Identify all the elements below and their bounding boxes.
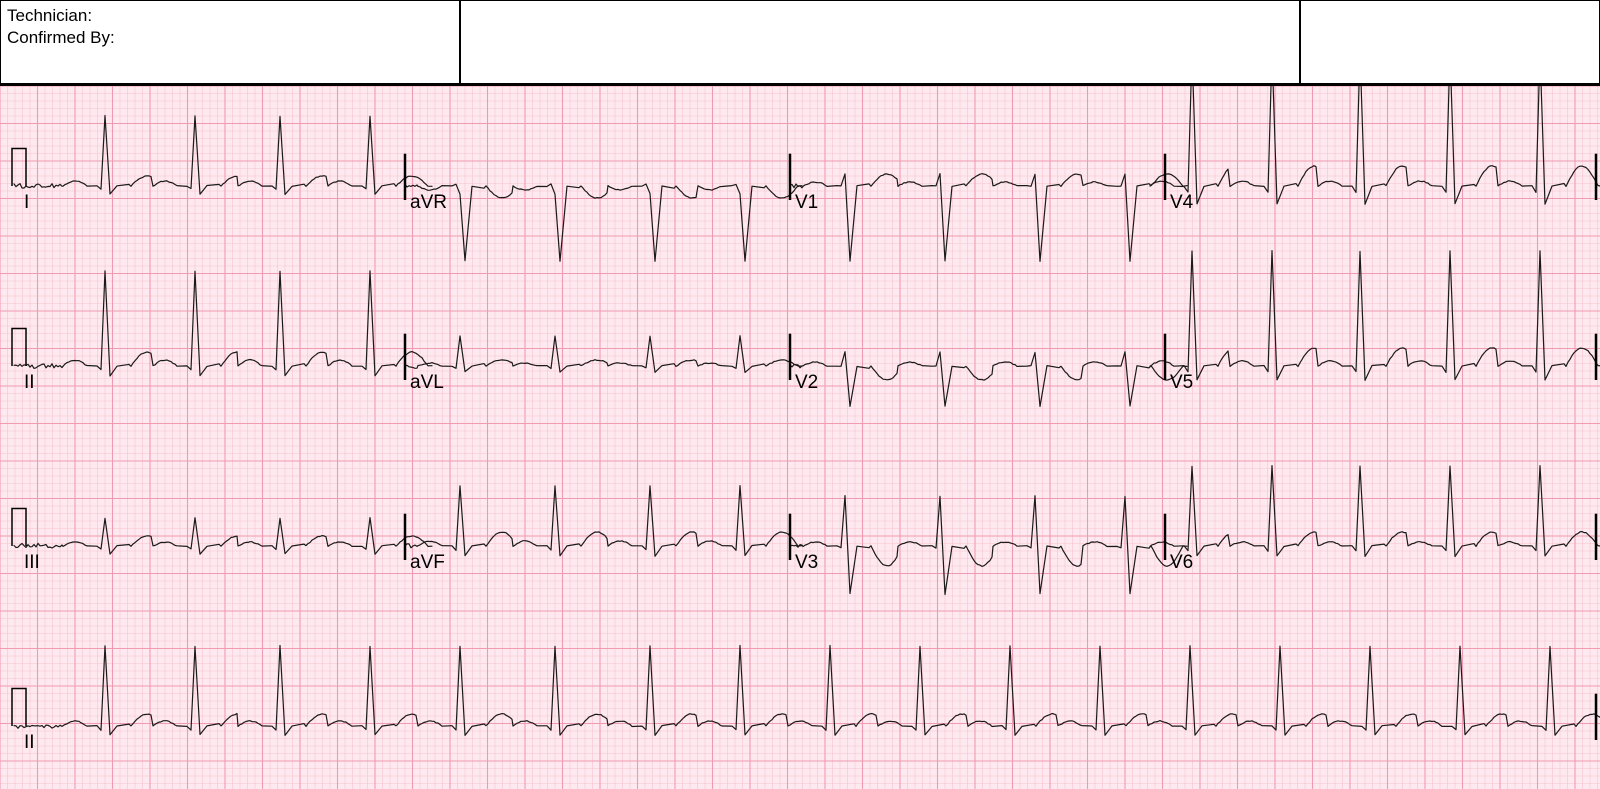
lead-label-iii: III (24, 552, 40, 573)
lead-label-avl: aVL (410, 372, 444, 393)
technician-label: Technician: (7, 5, 453, 27)
ecg-header: Technician: Confirmed By: (0, 0, 1600, 86)
header-right-panel (1303, 1, 1600, 87)
lead-label-ii: II (24, 732, 35, 753)
lead-label-v6: V6 (1170, 552, 1193, 573)
lead-label-ii: II (24, 372, 35, 393)
lead-label-v4: V4 (1170, 192, 1194, 213)
lead-label-v5: V5 (1170, 372, 1193, 393)
confirmed-by-label: Confirmed By: (7, 27, 453, 49)
lead-label-avr: aVR (410, 192, 447, 213)
lead-label-avf: aVF (410, 552, 445, 573)
lead-label-v3: V3 (795, 552, 818, 573)
header-mid-panel (461, 1, 1301, 87)
lead-label-i: I (24, 192, 29, 213)
lead-label-v2: V2 (795, 372, 818, 393)
ecg-svg: IaVR V1 V4 II aVL V2 V5 III aVF V3 V6 II (0, 86, 1600, 789)
header-left-panel: Technician: Confirmed By: (1, 1, 461, 87)
lead-label-v1: V1 (795, 192, 818, 213)
ecg-plot-area: IaVR V1 V4 II aVL V2 V5 III aVF V3 V6 II (0, 86, 1600, 789)
